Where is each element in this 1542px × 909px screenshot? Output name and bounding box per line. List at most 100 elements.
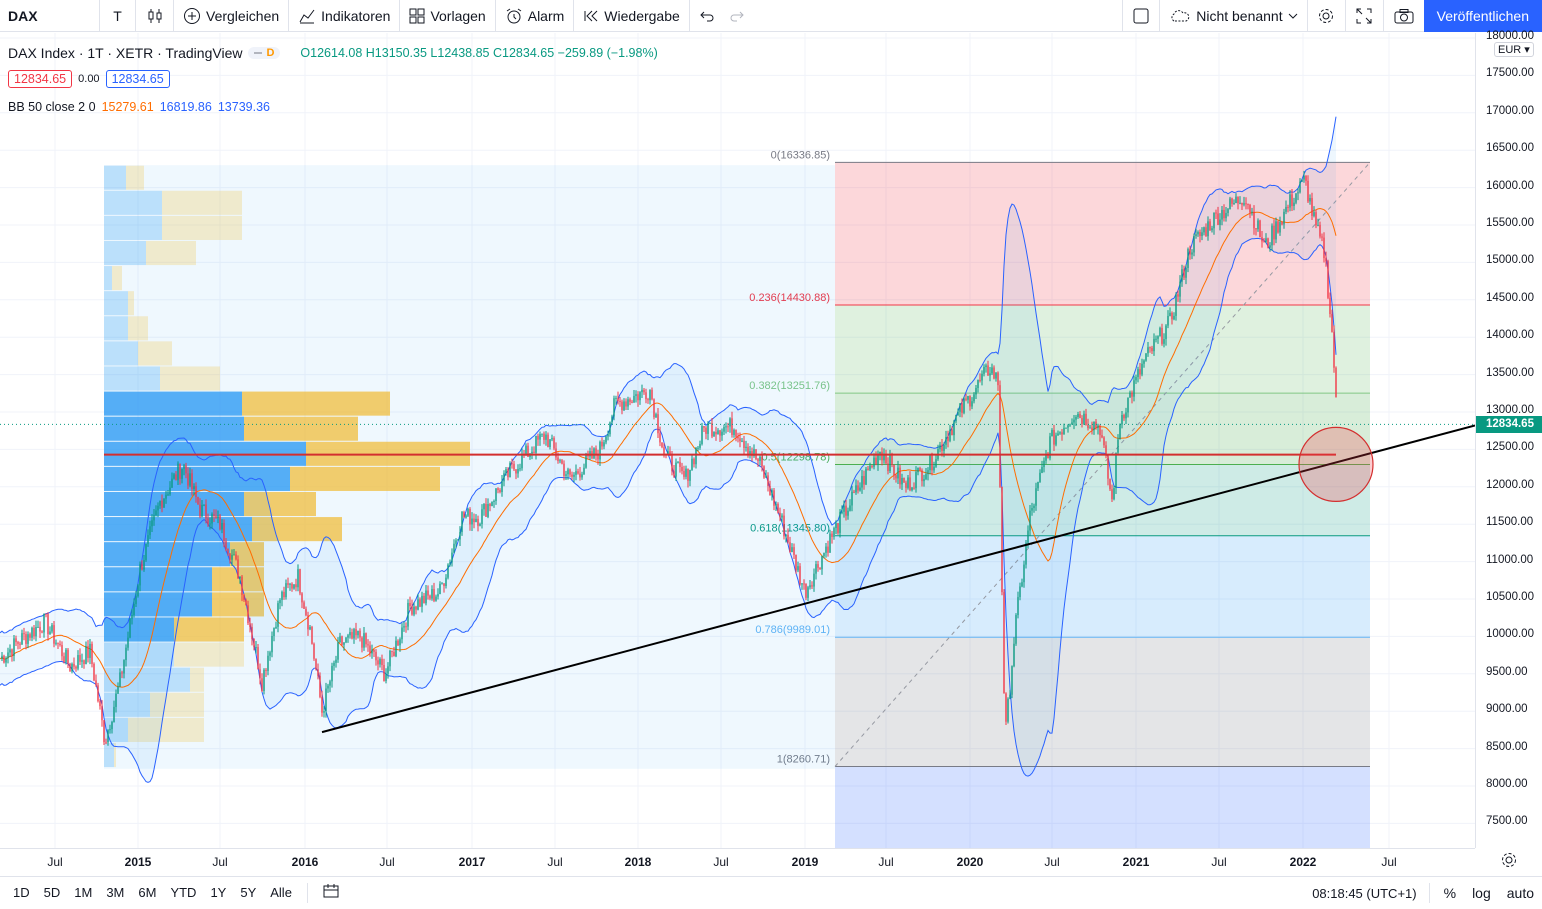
bb-indicator-row[interactable]: BB 50 close 2 0 15279.61 16819.86 13739.… — [8, 96, 658, 118]
layout-name-button[interactable]: Nicht benannt — [1160, 0, 1308, 32]
price-chart[interactable]: 0(16336.85) 0.236(14430.88) 0.382(13251.76… — [0, 33, 1475, 848]
candle-body — [125, 647, 127, 661]
candle-body — [979, 380, 981, 382]
volume-profile-down-bar — [212, 592, 264, 617]
currency-selector[interactable]: EUR ▾ — [1494, 42, 1534, 57]
log-scale-toggle[interactable]: log — [1472, 885, 1491, 901]
candle-body — [851, 491, 853, 506]
candle-body — [1187, 249, 1189, 268]
candle-body — [165, 494, 167, 499]
sell-price-box[interactable]: 12834.65 — [8, 70, 73, 88]
candle-body — [793, 547, 795, 555]
candle-body — [323, 711, 325, 713]
publish-button[interactable]: Veröffentlichen — [1423, 0, 1542, 32]
range-button-5d[interactable]: 5D — [43, 885, 61, 900]
indicators-button[interactable]: Indikatoren — [289, 0, 401, 32]
axis-settings-button[interactable] — [1500, 851, 1518, 874]
time-axis[interactable]: Jul 2015 Jul 2016 Jul 2017 Jul 2018 Jul 2019 Jul 20… — [0, 848, 1475, 876]
candle-body — [1221, 209, 1223, 220]
range-button-1m[interactable]: 1M — [74, 885, 93, 900]
time-tick: Jul — [379, 855, 395, 869]
candle-body — [557, 457, 559, 461]
candle-body — [113, 706, 115, 722]
settings-button[interactable] — [1308, 0, 1346, 32]
candle-body — [761, 456, 763, 467]
candle-body — [995, 372, 997, 379]
fullscreen-square-button[interactable] — [1122, 0, 1161, 32]
fullscreen-button[interactable] — [1346, 0, 1384, 32]
candle-body — [313, 643, 315, 659]
price-tick: 18000.00 — [1486, 30, 1534, 42]
chart-pane[interactable]: 0(16336.85) 0.236(14430.88) 0.382(13251.76… — [0, 33, 1475, 848]
candle-body — [653, 399, 655, 418]
candle-body — [51, 625, 53, 632]
price-tick: 10000.00 — [1486, 628, 1534, 641]
time-tick: Jul — [1044, 855, 1060, 869]
candle-body — [99, 701, 101, 707]
candle-body — [861, 476, 863, 488]
candle-body — [183, 465, 185, 469]
range-button-3m[interactable]: 3M — [106, 885, 125, 900]
candle-body — [185, 465, 187, 474]
candle-body — [1097, 425, 1099, 428]
currency-label: EUR — [1498, 44, 1522, 56]
templates-button[interactable]: Vorlagen — [400, 0, 496, 32]
candle-body — [1241, 202, 1243, 205]
snapshot-button[interactable] — [1384, 0, 1424, 32]
candle-body — [1181, 269, 1183, 282]
date-range-button[interactable] — [316, 883, 346, 902]
compare-button[interactable]: Vergleichen — [174, 0, 290, 32]
alert-button[interactable]: Alarm — [496, 0, 575, 32]
candle-body — [299, 569, 301, 594]
chart-type-button[interactable] — [136, 0, 174, 32]
candle-body — [1171, 312, 1173, 320]
candle-body — [1017, 597, 1019, 616]
candle-body — [443, 583, 445, 586]
interval-button[interactable]: T — [100, 0, 136, 32]
replay-button[interactable]: Wiedergabe — [574, 0, 690, 32]
range-button-alle[interactable]: Alle — [270, 885, 292, 900]
highlight-circle — [1298, 426, 1374, 502]
candle-body — [47, 614, 49, 635]
range-button-ytd[interactable]: YTD — [170, 885, 197, 900]
range-button-6m[interactable]: 6M — [138, 885, 157, 900]
undo-icon[interactable] — [699, 9, 715, 23]
candle-body — [597, 454, 599, 460]
price-tick: 15000.00 — [1486, 254, 1534, 267]
candle-body — [343, 642, 345, 645]
close-value: C12834.65 — [493, 46, 555, 60]
range-button-5y[interactable]: 5Y — [240, 885, 257, 900]
candle-body — [1173, 315, 1175, 320]
range-button-1d[interactable]: 1D — [13, 885, 30, 900]
candle-body — [989, 373, 991, 376]
candle-body — [923, 479, 925, 482]
clock-timezone[interactable]: 08:18:45 (UTC+1) — [1312, 885, 1417, 901]
redo-icon[interactable] — [729, 9, 745, 23]
candle-body — [571, 474, 573, 477]
candle-body — [349, 632, 351, 636]
chevron-down-icon — [1288, 13, 1297, 19]
candle-body — [1297, 192, 1299, 194]
price-axis[interactable]: 18000.00 17500.00 17000.00 16500.00 16000.00… — [1475, 30, 1542, 848]
fib-zone — [835, 637, 1370, 767]
candle-body — [965, 398, 967, 400]
candle-body — [807, 587, 809, 598]
candle-body — [1087, 424, 1089, 429]
candle-body — [453, 543, 455, 553]
candle-body — [43, 613, 45, 633]
candle-body — [579, 473, 581, 478]
candle-body — [1129, 392, 1131, 398]
candle-body — [1025, 542, 1027, 565]
candle-body — [93, 663, 95, 681]
symbol-search-button[interactable]: DAX — [0, 0, 100, 32]
percent-scale-toggle[interactable]: % — [1443, 885, 1457, 901]
auto-scale-toggle[interactable]: auto — [1506, 885, 1534, 901]
candle-body — [1043, 460, 1045, 468]
candle-body — [1103, 437, 1105, 446]
buy-price-box[interactable]: 12834.65 — [105, 70, 170, 88]
range-button-1y[interactable]: 1Y — [210, 885, 227, 900]
candle-body — [671, 455, 673, 472]
candle-body — [619, 401, 621, 403]
candle-body — [277, 603, 279, 627]
candle-body — [1127, 397, 1129, 413]
